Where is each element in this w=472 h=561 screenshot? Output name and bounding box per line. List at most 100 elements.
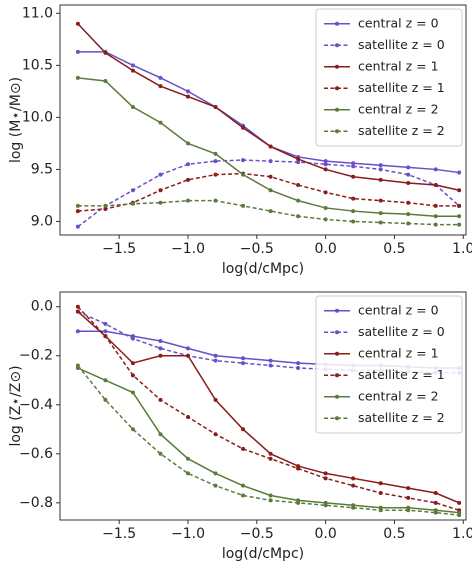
data-point: [75, 363, 80, 368]
y-tick-label: 10.0: [22, 109, 53, 125]
data-point: [241, 172, 246, 177]
data-point: [103, 203, 108, 208]
data-point: [103, 397, 108, 402]
data-point: [323, 167, 328, 172]
legend-marker: [335, 373, 339, 378]
data-point: [457, 222, 462, 227]
data-point: [75, 75, 80, 80]
legend-label: satellite z = 0: [358, 37, 445, 52]
data-point: [323, 162, 328, 167]
data-point: [241, 483, 246, 488]
data-point: [103, 50, 108, 55]
data-point: [268, 363, 273, 368]
data-point: [268, 144, 273, 149]
data-point: [158, 120, 163, 125]
data-point: [296, 466, 301, 471]
data-point: [75, 224, 80, 229]
x-axis-label: log(d/cMpc): [222, 261, 304, 277]
data-point: [158, 200, 163, 205]
data-point: [185, 162, 190, 167]
data-point: [433, 510, 438, 515]
x-tick-label: −1.0: [171, 241, 205, 257]
y-tick-label: −0.6: [19, 446, 53, 462]
data-point: [406, 495, 411, 500]
data-point: [213, 353, 218, 358]
data-point: [130, 373, 135, 378]
data-point: [268, 493, 273, 498]
legend-marker: [335, 43, 339, 48]
legend-marker: [335, 416, 339, 421]
data-point: [406, 508, 411, 513]
data-point: [241, 203, 246, 208]
data-point: [296, 500, 301, 505]
data-point: [323, 503, 328, 508]
data-point: [241, 361, 246, 366]
data-point: [158, 346, 163, 351]
data-point: [323, 476, 328, 481]
legend-marker: [335, 129, 339, 134]
data-point: [433, 500, 438, 505]
legend-marker: [335, 351, 339, 356]
data-point: [158, 353, 163, 358]
data-point: [185, 471, 190, 476]
legend-label: central z = 2: [358, 388, 439, 403]
data-point: [351, 209, 356, 214]
data-point: [130, 361, 135, 366]
data-point: [296, 198, 301, 203]
data-point: [433, 183, 438, 188]
x-tick-label: 0.5: [383, 241, 405, 257]
data-point: [406, 165, 411, 170]
data-point: [378, 491, 383, 496]
data-point: [296, 214, 301, 219]
data-point: [296, 366, 301, 370]
data-point: [158, 172, 163, 177]
data-point: [351, 164, 356, 169]
data-point: [185, 177, 190, 182]
legend-label: satellite z = 1: [358, 80, 445, 95]
data-point: [457, 188, 462, 193]
data-point: [185, 94, 190, 99]
legend-label: satellite z = 0: [358, 324, 445, 339]
data-point: [241, 158, 246, 163]
data-point: [433, 222, 438, 227]
x-tick-label: 0.0: [314, 241, 336, 257]
data-point: [433, 203, 438, 208]
panel: −1.5 −1.0 −0.5 0.0 0.5 1.0 9.0 9.5 10.0 10.5 11.0 l…: [8, 4, 472, 277]
data-point: [351, 483, 356, 488]
data-point: [268, 159, 273, 164]
data-point: [75, 203, 80, 208]
data-point: [130, 68, 135, 73]
data-point: [378, 167, 383, 172]
data-point: [296, 160, 301, 165]
data-point: [103, 78, 108, 83]
legend-marker: [335, 394, 339, 399]
data-point: [406, 200, 411, 205]
data-point: [185, 346, 190, 351]
legend: central z = 0 satellite z = 0 central z = …: [315, 295, 463, 434]
data-point: [213, 358, 218, 363]
data-point: [268, 209, 273, 214]
data-point: [351, 219, 356, 224]
data-point: [103, 321, 108, 326]
data-point: [378, 481, 383, 486]
data-point: [457, 203, 462, 208]
x-tick-label: 0.5: [383, 526, 405, 542]
data-point: [351, 505, 356, 510]
data-point: [433, 214, 438, 219]
legend-marker: [335, 107, 339, 112]
data-point: [268, 456, 273, 461]
data-point: [185, 456, 190, 461]
legend-box: [315, 8, 463, 147]
data-point: [130, 201, 135, 206]
data-point: [406, 486, 411, 491]
x-tick-label: −1.5: [102, 526, 136, 542]
data-point: [241, 446, 246, 451]
x-tick-label: 1.0: [452, 526, 472, 542]
x-tick-label: 0.0: [314, 526, 336, 542]
data-point: [378, 211, 383, 216]
x-tick-label: −0.5: [240, 526, 274, 542]
data-point: [406, 172, 411, 177]
legend-box: [315, 295, 463, 434]
data-point: [323, 190, 328, 195]
